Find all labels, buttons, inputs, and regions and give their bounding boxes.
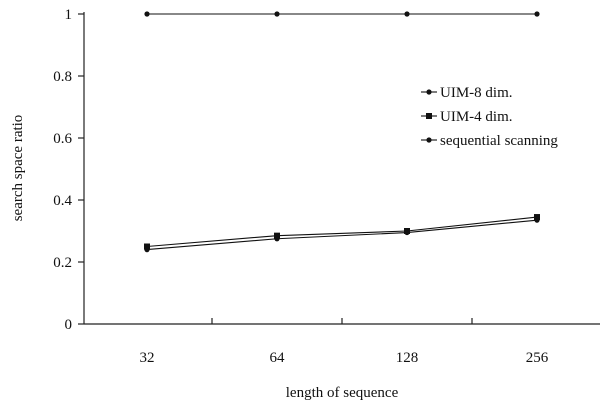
series-line <box>146 216 538 248</box>
data-point <box>144 11 150 17</box>
legend-item: UIM-8 dim. <box>421 85 513 101</box>
legend-label: UIM-4 dim. <box>440 109 513 125</box>
x-tick-label: 256 <box>526 350 549 366</box>
data-point <box>534 214 540 221</box>
x-tick-label: 64 <box>270 350 286 366</box>
y-tick-label: 1 <box>65 7 73 23</box>
axes-layer <box>83 12 600 325</box>
data-point <box>534 11 540 17</box>
legend-label: sequential scanning <box>440 133 558 149</box>
y-axis-title: search space ratio <box>10 115 26 222</box>
series-sequential-scanning <box>144 11 540 17</box>
legend-item: sequential scanning <box>421 133 558 149</box>
x-tick-label: 32 <box>140 350 155 366</box>
series-uim-4-dim <box>144 214 540 250</box>
data-point <box>404 11 410 17</box>
x-axis-title: length of sequence <box>286 385 399 401</box>
legend: UIM-8 dim. UIM-4 dim. sequential scanning <box>421 85 558 149</box>
data-point <box>144 243 150 250</box>
ticks-layer: 0 0.2 0.4 0.6 0.8 1 32 64 128 256 <box>53 7 549 366</box>
series-line <box>146 219 538 251</box>
legend-marker <box>426 89 432 95</box>
y-tick-label: 0.2 <box>53 255 72 271</box>
legend-label: UIM-8 dim. <box>440 85 513 101</box>
series-layer <box>144 11 540 253</box>
y-tick-label: 0 <box>65 317 73 333</box>
data-point <box>404 228 410 234</box>
legend-marker <box>426 137 432 143</box>
y-tick-label: 0.4 <box>53 193 72 209</box>
data-point <box>274 11 280 17</box>
data-point <box>274 232 280 239</box>
x-tick-label: 128 <box>396 350 419 366</box>
legend-marker <box>426 113 432 119</box>
y-tick-label: 0.8 <box>53 69 72 85</box>
legend-item: UIM-4 dim. <box>421 109 513 125</box>
y-tick-label: 0.6 <box>53 131 72 147</box>
